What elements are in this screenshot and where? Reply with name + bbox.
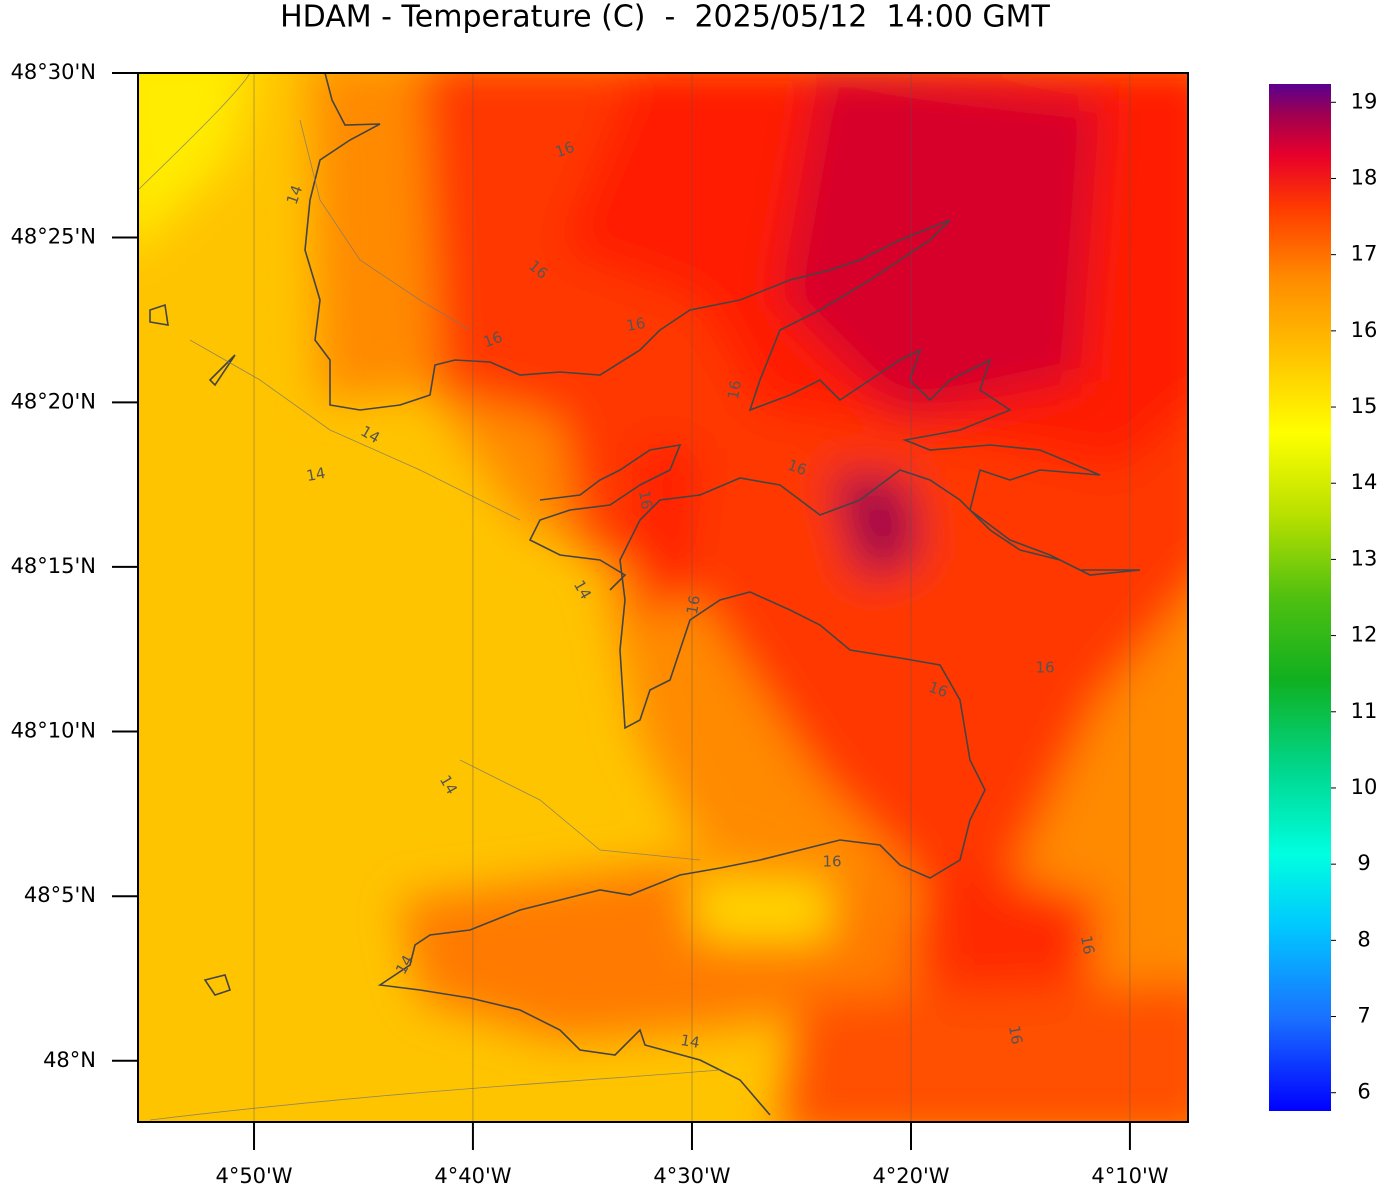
colorbar — [1269, 84, 1331, 1111]
map-frame — [137, 72, 1189, 1123]
colorbar-tick-label: 13 — [1351, 546, 1378, 570]
title: HDAM - Temperature (C) - 2025/05/12 14:0… — [280, 0, 1050, 35]
colorbar-tick-label: 18 — [1351, 165, 1378, 189]
colorbar-tick-label: 7 — [1357, 1004, 1370, 1028]
lat-tick-label: 48°20'N — [11, 389, 96, 413]
lat-tick-label: 48°25'N — [11, 225, 96, 249]
contour-label: 16 — [724, 379, 745, 401]
colorbar-tick-label: 12 — [1351, 623, 1378, 647]
colorbar-ticks: 6 7 8 9 10 11 12 13 14 15 16 17 18 19 — [1331, 89, 1378, 1104]
contour-label: 14 — [283, 183, 306, 207]
grid — [253, 73, 1131, 1122]
colorbar-tick-label: 6 — [1357, 1080, 1370, 1104]
colorbar-tick-label: 11 — [1351, 699, 1378, 723]
contour-label: 16 — [625, 314, 647, 335]
contour-label: 16 — [926, 678, 950, 701]
colorbar-tick-label: 14 — [1351, 470, 1378, 494]
colorbar-tick-label: 16 — [1351, 318, 1378, 342]
colorbar-tick-label: 8 — [1357, 927, 1370, 951]
colorbar-tick-label: 15 — [1351, 394, 1378, 418]
contour-label: 16 — [1005, 1024, 1026, 1046]
contour-label: 16 — [822, 853, 841, 871]
coastline — [149, 73, 1141, 1116]
colorbar-tick-label: 10 — [1351, 775, 1378, 799]
colorbar-tick-label: 9 — [1357, 851, 1370, 875]
lon-tick-label: 4°10'W — [1091, 1164, 1168, 1188]
contour-label: 16 — [1035, 659, 1054, 677]
axes: 48°30'N 48°25'N 48°20'N 48°15'N 48°10'N 48°5'… — [11, 60, 1169, 1188]
lat-tick-label: 48°15'N — [11, 554, 96, 578]
contour-label: 16 — [683, 594, 704, 616]
colorbar-tick-label: 19 — [1351, 89, 1378, 113]
contour-label: 14 — [679, 1031, 701, 1052]
contour-label: 16 — [1077, 934, 1098, 956]
contour-label: 16 — [635, 489, 656, 511]
lat-tick-label: 48°30'N — [11, 60, 96, 84]
lat-tick-label: 48°N — [43, 1048, 96, 1072]
colorbar-tick-label: 17 — [1351, 242, 1378, 266]
contour-label: 16 — [553, 138, 577, 161]
lon-tick-label: 4°20'W — [872, 1164, 949, 1188]
lon-tick-label: 4°30'W — [653, 1164, 730, 1188]
contour-label: 16 — [785, 456, 809, 479]
lon-tick-label: 4°40'W — [434, 1164, 511, 1188]
contour-label: 16 — [481, 328, 505, 351]
lat-tick-label: 48°5'N — [24, 883, 96, 907]
temperature-field — [138, 73, 1188, 1122]
lon-tick-label: 4°50'W — [215, 1164, 292, 1188]
contour-label: 14 — [305, 464, 327, 485]
lat-tick-label: 48°10'N — [11, 718, 96, 742]
